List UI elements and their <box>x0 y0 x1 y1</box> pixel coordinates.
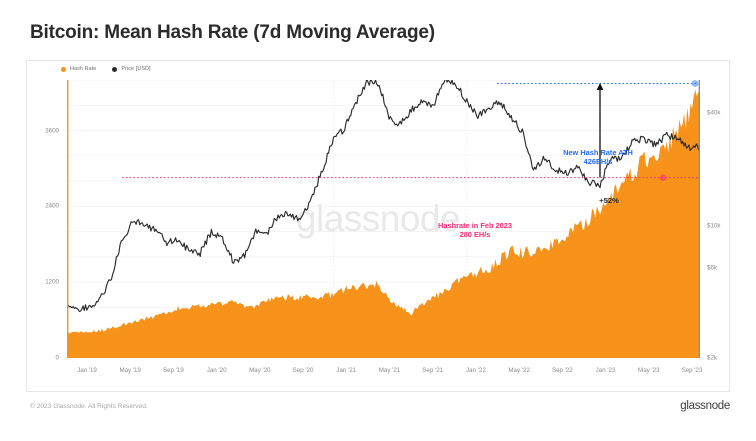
annotation-ath-line2: 426EH/s <box>583 156 613 166</box>
legend-dot-icon <box>61 66 66 72</box>
annotation-ath-line1: New Hash Rate ATH <box>563 148 633 157</box>
glassnode-logo: glassnode <box>680 400 730 412</box>
annotation-feb-line1: Hashrate in Feb 2023 <box>438 221 512 230</box>
x-axis-tick: May '23 <box>638 367 660 374</box>
chart-legend: Hash Rate Price [USD] <box>61 66 151 72</box>
x-axis-tick: Jan '21 <box>336 367 357 374</box>
y-axis-right-tick: $2k <box>707 354 717 362</box>
annotation-feb-line2: 280 EH/s <box>459 229 491 239</box>
x-axis-tick: May '19 <box>119 367 141 374</box>
x-axis-tick: May '21 <box>378 367 401 374</box>
plot-area <box>67 80 700 358</box>
marker-feb-2023 <box>659 174 667 181</box>
x-axis-tick: Sep '23 <box>681 367 703 374</box>
x-axis-tick: May '22 <box>508 367 530 374</box>
chart-panel: Hash Rate Price [USD] glassnode <box>26 60 730 392</box>
annotation-growth-percent: +52% <box>599 196 619 205</box>
y-axis-left-tick: 0 <box>55 354 59 362</box>
growth-arrow-icon <box>596 82 604 178</box>
x-axis-tick: Jan '23 <box>595 367 616 374</box>
annotation-ath: New Hash Rate ATH 426EH/s <box>523 148 673 166</box>
y-axis-right-tick: $40k <box>707 109 721 117</box>
x-axis-tick: Sep '22 <box>551 367 573 374</box>
x-axis-tick: Jan '22 <box>466 367 486 374</box>
x-axis-tick: Sep '19 <box>163 367 184 374</box>
legend-dot-icon <box>112 66 118 72</box>
annotation-feb: Hashrate in Feb 2023 280 EH/s <box>395 221 555 239</box>
hash-rate-area <box>67 88 700 358</box>
y-axis-right-tick: $6k <box>707 264 717 272</box>
legend-item-hash-rate[interactable]: Hash Rate <box>61 66 96 72</box>
legend-label-hash-rate: Hash Rate <box>70 66 97 72</box>
page-title: Bitcoin: Mean Hash Rate (7d Moving Avera… <box>30 22 435 43</box>
legend-label-price: Price [USD] <box>121 66 151 72</box>
chart-svg <box>67 80 700 358</box>
marker-ath <box>691 80 699 87</box>
x-axis-tick: Jan '20 <box>206 367 227 374</box>
y-axis-right-tick: $10k <box>707 222 721 230</box>
legend-item-price[interactable]: Price [USD] <box>112 66 151 72</box>
x-axis-tick: Sep '21 <box>422 367 444 374</box>
x-axis-tick: Jan '19 <box>77 367 97 374</box>
y-axis-left-tick: 1200 <box>45 278 59 286</box>
x-axis-tick: Sep '20 <box>292 367 314 374</box>
price-line <box>67 80 700 313</box>
y-axis-left-tick: 3600 <box>45 127 59 135</box>
x-axis-tick: May '20 <box>249 367 271 374</box>
copyright-text: © 2023 Glassnode. All Rights Reserved. <box>30 403 148 410</box>
y-axis-left-tick: 2400 <box>45 202 59 210</box>
